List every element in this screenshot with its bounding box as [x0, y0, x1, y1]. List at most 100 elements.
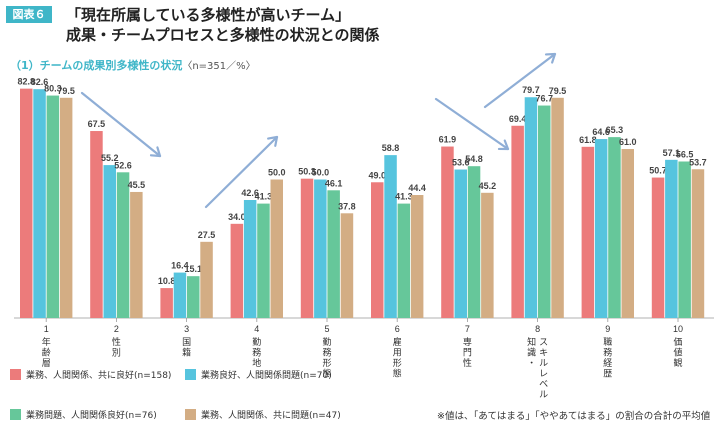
bar-c9-s2 [594, 139, 608, 318]
trend-arrow-up-2 [483, 52, 557, 109]
bar-c3-s3 [187, 276, 200, 318]
data-label-c3-s4: 27.5 [198, 230, 216, 240]
data-label-c6-s2: 58.8 [382, 143, 400, 153]
data-label-c1-s1: 82.8 [17, 77, 35, 87]
bar-c9-s1 [581, 146, 595, 318]
bar-c7-s4 [481, 192, 494, 318]
bar-c2-s4 [130, 191, 143, 318]
category-label-1: 年齢層 [42, 336, 51, 369]
data-label-c8-s1: 69.4 [509, 114, 527, 124]
category-label-5: 勤務形態 [322, 336, 331, 380]
bar-c4-s2 [243, 199, 257, 318]
data-label-c9-s2: 64.6 [592, 127, 610, 137]
trend-arrow-up-1-head [267, 135, 279, 147]
legend-label-2: 業務良好、人間関係問題(n=70) [201, 371, 332, 381]
category-label-6: 雇用形態 [393, 336, 402, 380]
category-number-10: 10 [673, 324, 683, 334]
data-label-c4-s1: 34.0 [228, 212, 246, 222]
data-label-c8-s2: 79.7 [522, 85, 540, 95]
data-label-c7-s2: 53.6 [452, 158, 470, 168]
data-label-c10-s2: 57.1 [663, 148, 681, 158]
bar-c6-s4 [410, 195, 424, 318]
data-label-c1-s2: 82.6 [31, 77, 49, 87]
data-label-c8-s4: 79.5 [549, 86, 567, 96]
bar-c9-s4 [621, 149, 634, 318]
legend-label-3: 業務問題、人間関係良好(n=76) [26, 411, 157, 421]
chart-title-line1: 「現在所属している多様性が高いチーム」 [66, 6, 351, 24]
legend-swatch-3 [10, 409, 21, 420]
subtitle-note: 〈n=351／%〉 [182, 61, 256, 72]
bar-c6-s3 [397, 203, 411, 318]
bar-c10-s3 [678, 161, 691, 318]
data-label-c8-s3: 76.7 [535, 94, 553, 104]
data-label-c3-s2: 16.4 [171, 261, 189, 271]
bar-c1-s2 [33, 89, 46, 318]
bar-c1-s3 [46, 95, 60, 318]
category-label-9: 職務経歴 [603, 337, 612, 380]
footnote: ※値は、「あてはまる」「ややあてはまる」の割合の合計の平均値 [437, 411, 711, 422]
data-label-c7-s3: 54.8 [465, 154, 483, 164]
category-number-8: 8 [535, 324, 540, 334]
category-number-4: 4 [254, 324, 259, 334]
trend-arrow-up-1 [204, 135, 279, 209]
legend-label-1: 業務、人間関係、共に良好(n=158) [26, 371, 172, 381]
legend-swatch-4 [185, 409, 196, 420]
data-label-c2-s1: 67.5 [88, 119, 106, 129]
data-label-c7-s4: 45.2 [479, 181, 497, 191]
category-label-10: 価値観 [673, 336, 682, 369]
category-label-2: 性別 [112, 336, 121, 359]
bar-c5-s3 [327, 190, 340, 318]
bar-c7-s3 [467, 166, 481, 318]
category-number-2: 2 [114, 324, 119, 334]
category-label-8: 知識・スキルレベル [527, 336, 548, 401]
bar-c4-s1 [230, 223, 244, 318]
legend-item-3: 業務問題、人間関係良好(n=76) [10, 408, 157, 421]
legend-swatch-1 [10, 369, 21, 380]
bar-c5-s4 [340, 213, 354, 318]
chart-title-line2: 成果・チームプロセスと多様性の状況との関係 [66, 26, 380, 44]
data-label-c5-s1: 50.3 [298, 167, 316, 177]
legend-item-2: 業務良好、人間関係問題(n=70) [185, 368, 332, 381]
data-label-c3-s1: 10.8 [158, 276, 176, 286]
data-label-c10-s3: 56.5 [676, 149, 694, 159]
data-label-c10-s1: 50.7 [649, 166, 667, 176]
legend-label-4: 業務、人間関係、共に問題(n=47) [201, 411, 341, 421]
data-label-c5-s2: 50.0 [312, 168, 330, 178]
category-label-7: 専門性 [463, 336, 472, 369]
category-number-5: 5 [324, 324, 329, 334]
bar-c6-s2 [384, 155, 397, 318]
bar-c2-s3 [116, 172, 130, 318]
data-label-c2-s4: 45.5 [128, 180, 146, 190]
data-label-c10-s4: 53.7 [689, 157, 707, 167]
bar-c7-s2 [454, 169, 467, 318]
category-number-1: 1 [44, 324, 49, 334]
data-label-c6-s3: 41.3 [395, 192, 413, 202]
data-label-c5-s3: 46.1 [325, 178, 343, 188]
data-label-c4-s3: 41.3 [255, 192, 273, 202]
data-label-c1-s3: 80.3 [44, 84, 62, 94]
trend-arrow-up-2-head [544, 52, 557, 64]
data-label-c2-s3: 52.6 [114, 160, 132, 170]
legend-swatch-2 [185, 369, 196, 380]
bar-c10-s2 [665, 159, 678, 318]
bar-c8-s2 [524, 97, 538, 318]
bar-c10-s1 [651, 177, 665, 318]
category-label-3: 国籍 [182, 337, 191, 359]
data-label-c9-s1: 61.8 [579, 135, 597, 145]
category-number-9: 9 [605, 324, 610, 334]
bar-c3-s2 [173, 272, 187, 318]
bar-c8-s3 [538, 105, 551, 318]
bar-c6-s1 [371, 182, 384, 318]
data-label-c4-s2: 42.6 [241, 188, 259, 198]
bar-c8-s4 [551, 97, 564, 318]
bar-c1-s1 [20, 88, 33, 318]
data-label-c2-s2: 55.2 [101, 153, 119, 163]
data-label-c7-s1: 61.9 [439, 135, 457, 145]
bar-c2-s2 [103, 165, 116, 318]
bar-c1-s4 [59, 97, 73, 318]
trend-arrow-down-2 [434, 97, 510, 151]
category-label-4: 勤務地 [252, 336, 261, 369]
legend-item-4: 業務、人間関係、共に問題(n=47) [185, 408, 341, 421]
bar-c3-s1 [160, 288, 173, 318]
chart-subtitle: （1）チームの成果別多様性の状況〈n=351／%〉 [10, 57, 256, 73]
